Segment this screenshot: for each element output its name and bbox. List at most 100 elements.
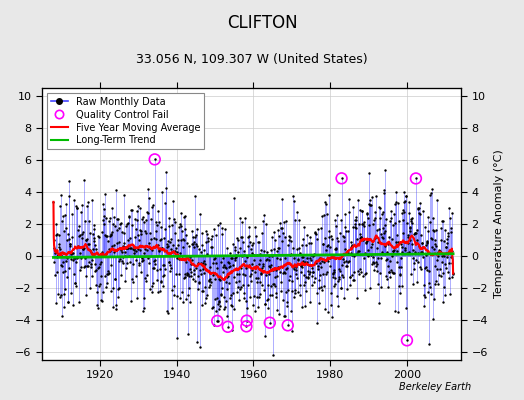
Point (78, 202, 86, 208)
Point (236, 234, 245, 240)
Point (427, 190, 435, 196)
Point (169, 248, 178, 255)
Point (97, 259, 105, 265)
Point (281, 288, 290, 295)
Point (418, 240, 426, 247)
Point (202, 239, 210, 246)
Point (308, 282, 316, 288)
Point (293, 246, 301, 252)
Point (153, 276, 161, 283)
Point (217, 225, 226, 232)
Point (163, 238, 172, 244)
Point (206, 282, 215, 288)
Point (303, 254, 311, 261)
Point (99, 229, 107, 235)
Point (163, 241, 171, 248)
Point (66, 243, 74, 250)
Point (337, 285, 345, 292)
Point (336, 217, 345, 224)
Point (388, 270, 397, 276)
Point (117, 247, 125, 254)
Point (387, 215, 395, 221)
Point (107, 229, 116, 236)
Point (374, 280, 383, 287)
Point (124, 245, 133, 251)
Point (358, 237, 367, 244)
Point (436, 266, 444, 273)
Point (280, 270, 289, 276)
Point (160, 235, 169, 242)
Point (115, 224, 123, 231)
Point (114, 284, 123, 291)
Point (193, 226, 201, 232)
Point (194, 286, 202, 292)
Point (329, 270, 337, 277)
Point (424, 341, 433, 347)
Point (110, 249, 118, 255)
Point (284, 242, 292, 248)
Point (102, 215, 111, 221)
Point (366, 284, 375, 291)
Point (369, 254, 377, 260)
Point (282, 266, 290, 272)
Point (380, 243, 389, 249)
Point (146, 230, 154, 236)
Point (127, 245, 136, 251)
Point (93, 302, 101, 308)
Point (137, 228, 146, 234)
Point (56, 246, 64, 252)
Point (401, 245, 409, 252)
Point (175, 270, 183, 277)
Point (225, 280, 234, 286)
Point (412, 175, 420, 182)
Point (212, 265, 221, 272)
Point (104, 238, 113, 244)
Point (139, 295, 148, 301)
Point (428, 244, 436, 251)
Point (407, 218, 416, 224)
Point (211, 276, 219, 282)
Point (332, 245, 340, 251)
Point (258, 282, 267, 288)
Point (304, 268, 312, 274)
Point (315, 277, 324, 283)
Point (279, 270, 287, 276)
Point (226, 263, 235, 270)
Point (189, 276, 197, 282)
Point (367, 202, 376, 208)
Point (362, 270, 370, 277)
Point (252, 233, 260, 239)
Point (327, 290, 335, 296)
Point (350, 276, 358, 283)
Point (347, 239, 355, 245)
Point (102, 233, 110, 239)
Point (232, 254, 240, 260)
Point (400, 188, 409, 195)
Point (357, 269, 365, 275)
Point (124, 220, 132, 226)
Point (400, 198, 408, 205)
Point (446, 214, 454, 221)
Point (159, 272, 167, 279)
Point (105, 218, 113, 224)
Point (329, 270, 337, 276)
Point (165, 222, 173, 229)
Point (79, 229, 87, 235)
Point (326, 244, 334, 250)
Point (412, 256, 420, 263)
Point (249, 252, 258, 258)
Point (80, 177, 89, 183)
Point (65, 265, 73, 271)
Point (81, 272, 90, 279)
Point (147, 245, 156, 252)
Point (176, 295, 184, 301)
Point (150, 265, 158, 271)
Point (346, 250, 355, 256)
Point (402, 304, 410, 311)
Point (74, 299, 83, 306)
Point (183, 331, 192, 337)
Point (69, 302, 77, 308)
Point (130, 234, 139, 240)
Point (57, 292, 66, 298)
Point (57, 192, 65, 198)
